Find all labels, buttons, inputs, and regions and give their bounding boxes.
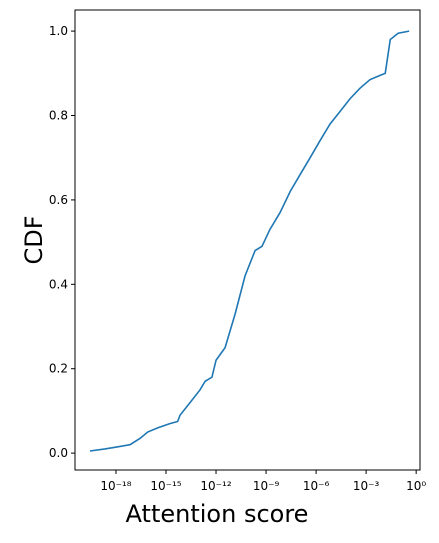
y-axis-label: CDF xyxy=(20,215,48,264)
x-tick-label: 10⁻¹⁸ xyxy=(100,479,131,493)
y-tick-label: 0.4 xyxy=(49,277,68,291)
plot-frame xyxy=(74,9,421,471)
x-tick-label: 10⁻¹⁵ xyxy=(150,479,181,493)
x-tick-label: 10⁻⁶ xyxy=(303,479,330,493)
x-axis-label: Attention score xyxy=(126,500,309,528)
y-tick-label: 0.0 xyxy=(49,446,68,460)
x-tick-label: 10⁻¹² xyxy=(200,479,231,493)
y-tick-label: 0.8 xyxy=(49,109,68,123)
cdf-line xyxy=(89,30,410,452)
x-tick-label: 10⁻⁹ xyxy=(253,479,280,493)
y-tick-label: 1.0 xyxy=(49,24,68,38)
y-tick-label: 0.6 xyxy=(49,193,68,207)
x-tick-label: 10⁰ xyxy=(406,479,426,493)
x-tick-label: 10⁻³ xyxy=(353,479,380,493)
y-tick-label: 0.2 xyxy=(49,362,68,376)
